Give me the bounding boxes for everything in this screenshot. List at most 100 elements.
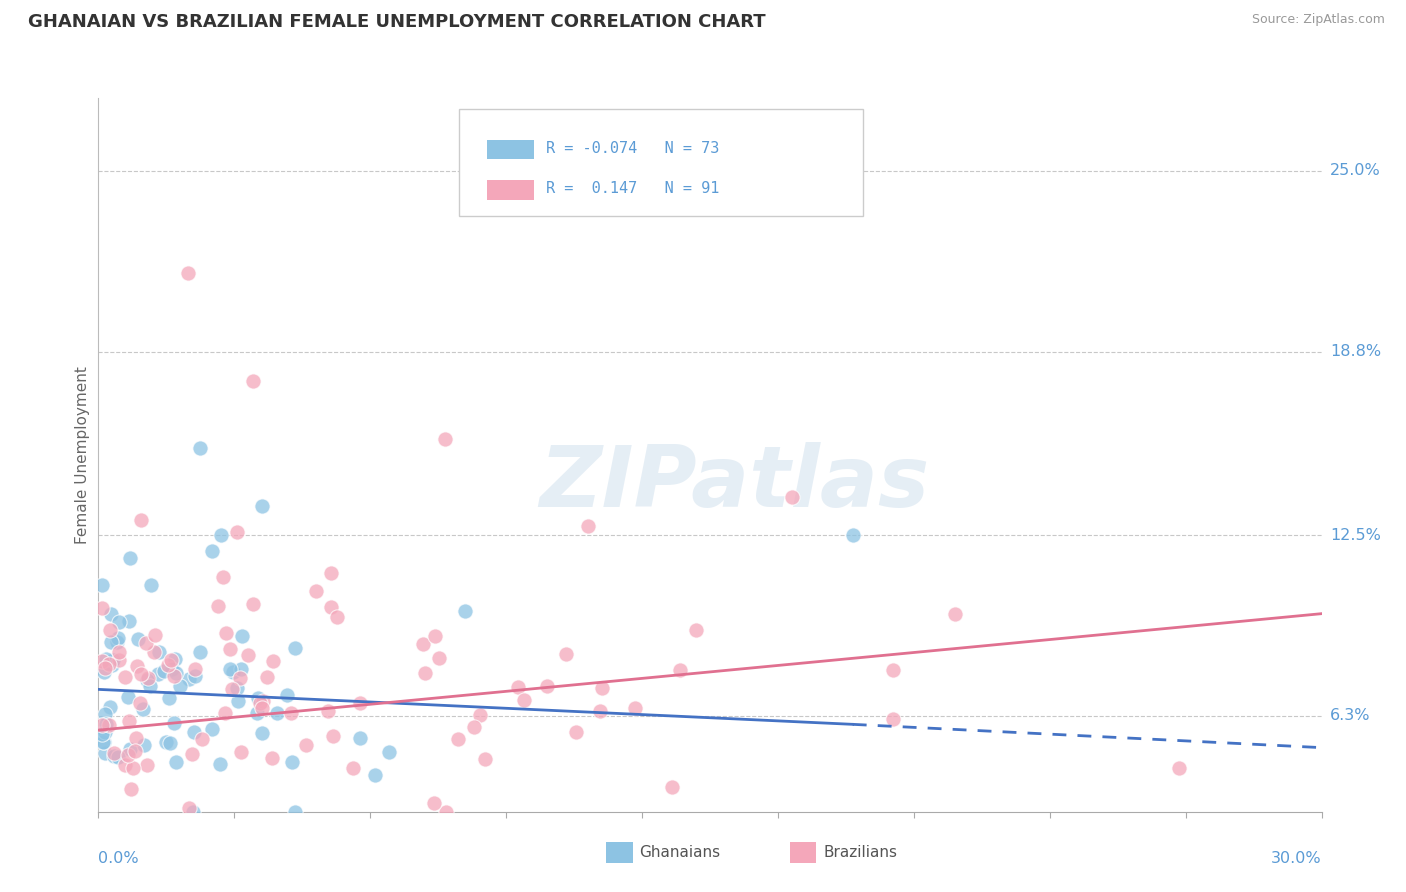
Point [188, 441, 212, 455]
Point [93, 746, 115, 760]
Point [256, 670, 278, 684]
Point [91, 600, 114, 615]
Point [661, 780, 683, 794]
Point [262, 654, 284, 668]
Y-axis label: Female Unemployment: Female Unemployment [75, 366, 90, 544]
Point [882, 712, 904, 726]
Point [177, 266, 200, 280]
Point [349, 696, 371, 710]
Point [218, 662, 240, 676]
Point [218, 641, 240, 656]
Point [468, 708, 491, 723]
Point [181, 747, 204, 761]
Point [427, 650, 450, 665]
Point [108, 644, 131, 658]
Text: 0.0%: 0.0% [98, 851, 139, 866]
Point [165, 666, 187, 681]
Point [132, 738, 155, 752]
Point [685, 623, 707, 637]
Point [143, 628, 166, 642]
Point [276, 688, 298, 702]
Point [165, 755, 187, 769]
Point [250, 701, 273, 715]
Point [103, 748, 125, 763]
Point [125, 731, 148, 745]
Point [229, 671, 252, 685]
Point [284, 641, 307, 656]
Point [118, 614, 141, 628]
Point [231, 629, 253, 643]
Point [221, 682, 243, 697]
Point [841, 528, 863, 542]
Point [136, 757, 159, 772]
Point [117, 714, 139, 729]
Point [555, 647, 578, 661]
Point [229, 662, 252, 676]
Point [190, 732, 212, 747]
Point [226, 681, 249, 696]
Point [117, 747, 139, 762]
Text: 30.0%: 30.0% [1271, 851, 1322, 866]
Point [107, 749, 129, 764]
Point [108, 653, 131, 667]
Point [446, 731, 468, 746]
Point [266, 706, 288, 720]
Point [513, 693, 536, 707]
Point [139, 679, 162, 693]
Text: 25.0%: 25.0% [1330, 163, 1381, 178]
Point [91, 718, 114, 732]
Point [155, 735, 177, 749]
Point [326, 610, 349, 624]
Point [138, 672, 160, 686]
Point [434, 432, 457, 446]
Point [229, 745, 252, 759]
Point [101, 653, 124, 667]
Point [423, 797, 446, 811]
Point [98, 718, 121, 732]
Point [423, 629, 446, 643]
Point [103, 747, 125, 761]
Point [108, 615, 131, 630]
Point [201, 723, 224, 737]
Point [349, 731, 371, 746]
Point [250, 499, 273, 513]
Point [114, 757, 136, 772]
Point [589, 704, 612, 718]
Point [120, 551, 142, 566]
Point [114, 670, 136, 684]
Point [129, 513, 152, 527]
Point [226, 525, 249, 540]
Point [463, 720, 485, 734]
Point [246, 706, 269, 720]
Point [454, 604, 477, 618]
Point [242, 374, 264, 388]
Bar [606, 842, 633, 863]
Point [506, 680, 529, 694]
Point [564, 725, 586, 739]
Point [364, 768, 387, 782]
Point [98, 623, 121, 637]
Point [252, 694, 274, 708]
Point [249, 696, 271, 710]
Point [413, 666, 436, 681]
Point [280, 706, 302, 720]
Point [215, 625, 238, 640]
Point [163, 716, 186, 731]
Point [474, 752, 496, 766]
Point [100, 607, 122, 621]
Point [100, 634, 122, 648]
Point [91, 726, 114, 740]
Point [412, 637, 434, 651]
Point [162, 662, 184, 676]
Point [157, 691, 180, 706]
Point [93, 661, 115, 675]
Point [342, 761, 364, 775]
Point [201, 543, 224, 558]
Point [226, 694, 249, 708]
Text: 6.3%: 6.3% [1330, 708, 1371, 723]
Point [93, 665, 115, 679]
Point [181, 805, 204, 819]
Point [222, 665, 245, 679]
Point [262, 751, 284, 765]
Point [236, 648, 259, 662]
